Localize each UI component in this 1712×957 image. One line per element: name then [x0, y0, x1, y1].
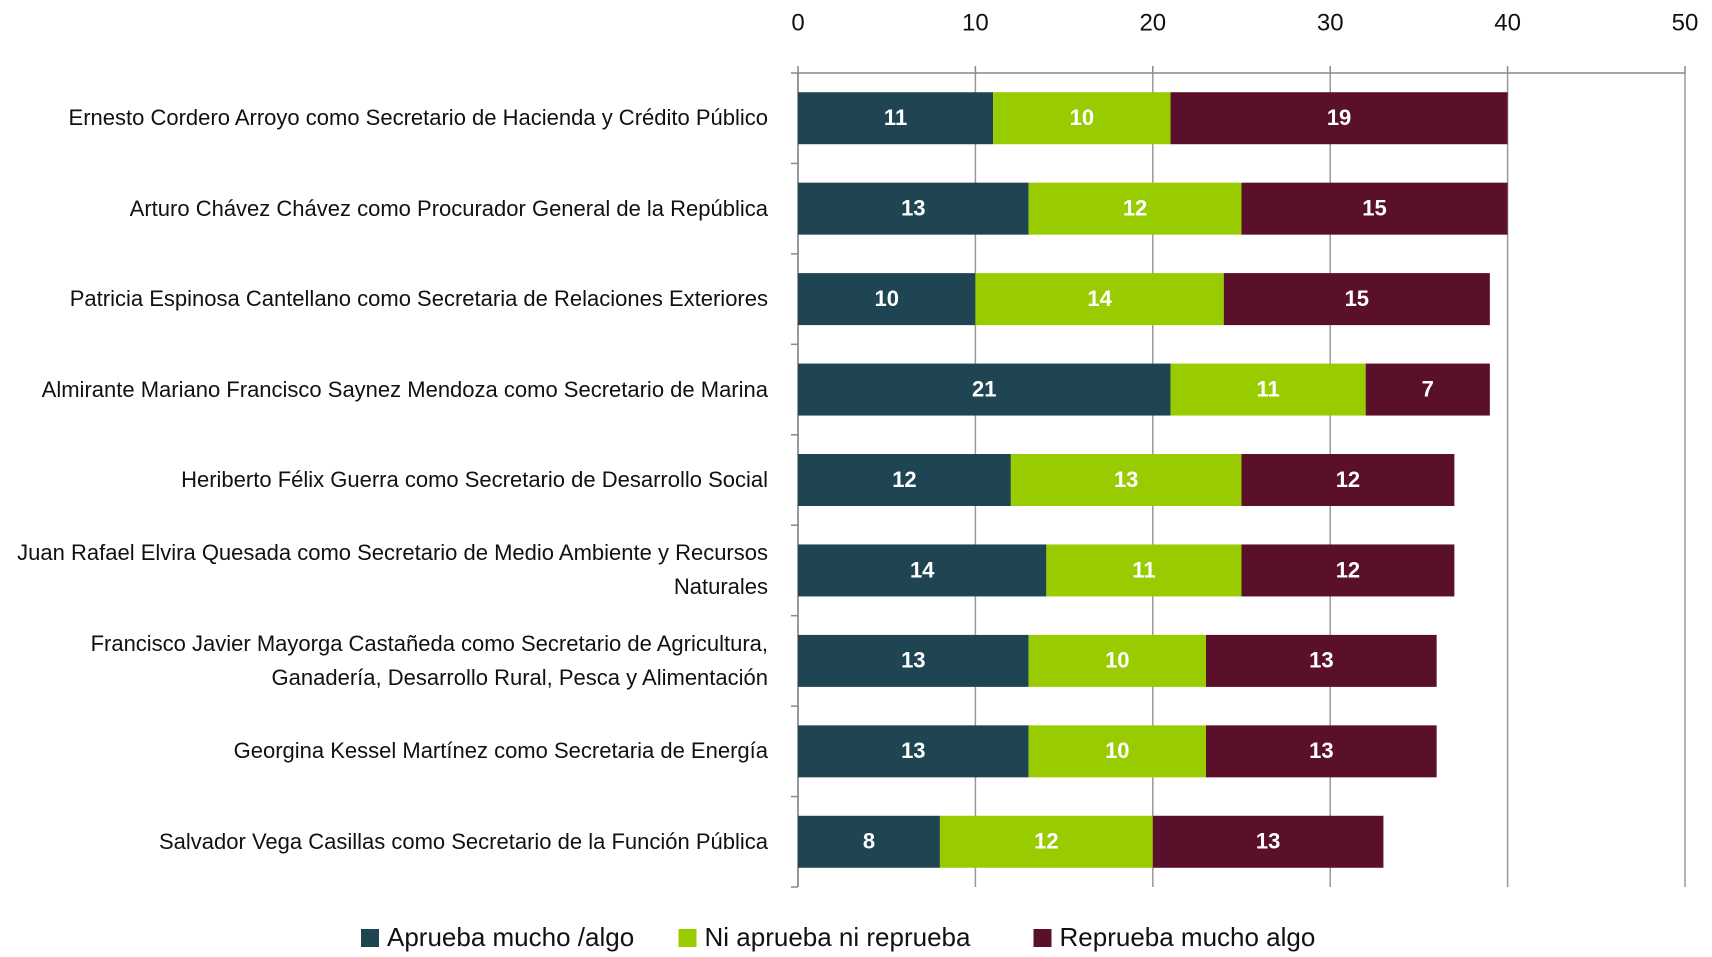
- x-tick-label: 40: [1494, 9, 1521, 36]
- bar-segment: [1170, 363, 1366, 416]
- value-label: 8: [863, 829, 875, 854]
- value-label: 7: [1422, 376, 1434, 401]
- legend-label: Aprueba mucho /algo: [387, 922, 634, 952]
- bar-segment: [993, 92, 1171, 145]
- value-label: 12: [892, 467, 916, 492]
- category-label: Heriberto Félix Guerra como Secretario d…: [181, 467, 768, 492]
- category-label: Arturo Chávez Chávez como Procurador Gen…: [129, 195, 768, 221]
- value-label: 13: [1256, 829, 1280, 854]
- category-label: Almirante Mariano Francisco Saynez Mendo…: [41, 376, 768, 402]
- value-label: 10: [1105, 738, 1129, 763]
- value-label: 15: [1345, 286, 1369, 311]
- x-tick-label: 0: [791, 9, 804, 36]
- bar-segment: [798, 92, 994, 145]
- bar-segment: [798, 725, 1029, 778]
- bar-segment: [1028, 725, 1207, 778]
- value-label: 11: [884, 105, 907, 130]
- value-label: 12: [1336, 467, 1360, 492]
- value-label: 12: [1123, 195, 1147, 220]
- bar-segment: [1223, 273, 1490, 326]
- bar-segment: [939, 815, 1153, 868]
- value-label: 13: [901, 195, 925, 220]
- bar-segment: [1365, 363, 1490, 416]
- value-label: 21: [972, 376, 996, 401]
- value-label: 14: [910, 557, 935, 582]
- category-label: Patricia Espinosa Cantellano como Secret…: [69, 286, 768, 312]
- legend-label: Ni aprueba ni reprueba: [705, 922, 971, 952]
- bar-segment: [1206, 634, 1437, 687]
- legend-swatch: [361, 929, 379, 947]
- legend-swatch: [1033, 929, 1052, 947]
- bar-segment: [1152, 815, 1384, 868]
- category-label: Ernesto Cordero Arroyo como Secretario d…: [68, 105, 768, 131]
- legend-label: Reprueba mucho algo: [1060, 922, 1316, 952]
- bar-segment: [1241, 182, 1508, 235]
- bar-segment: [798, 454, 1011, 506]
- x-tick-label: 30: [1317, 9, 1344, 36]
- value-label: 10: [874, 286, 898, 311]
- legend-swatch: [678, 929, 697, 947]
- bar-segment: [798, 544, 1047, 597]
- category-label: Juan Rafael Elvira Quesada como Secretar…: [17, 540, 768, 600]
- value-label: 13: [1309, 648, 1333, 673]
- bar-segment: [1206, 725, 1437, 778]
- value-label: 15: [1362, 195, 1386, 220]
- value-label: 10: [1070, 105, 1094, 130]
- bar-segment: [975, 273, 1224, 326]
- value-label: 13: [901, 648, 925, 673]
- category-label: Francisco Javier Mayorga Castañeda como …: [90, 630, 768, 690]
- bar-segment: [798, 182, 1029, 235]
- value-label: 13: [901, 738, 925, 763]
- x-tick-label: 10: [962, 9, 989, 36]
- bar-segment: [798, 815, 940, 868]
- bar-segment: [798, 363, 1171, 416]
- value-label: 19: [1327, 105, 1351, 130]
- value-label: 12: [1336, 557, 1360, 582]
- value-label: 13: [1309, 738, 1333, 763]
- bar-segment: [1028, 182, 1242, 235]
- value-label: 11: [1256, 376, 1279, 401]
- x-tick-label: 50: [1672, 9, 1699, 36]
- value-label: 12: [1034, 829, 1058, 854]
- value-label: 13: [1114, 467, 1138, 492]
- value-label: 10: [1105, 648, 1129, 673]
- value-label: 14: [1087, 286, 1112, 311]
- bar-segment: [1241, 454, 1455, 506]
- bar-segment: [1170, 92, 1508, 145]
- bar-segment: [798, 634, 1029, 687]
- bar-segment: [1241, 544, 1455, 597]
- bar-segment: [1028, 634, 1207, 687]
- bar-segment: [1046, 544, 1242, 597]
- bar-segment: [798, 273, 976, 326]
- category-label: Georgina Kessel Martínez como Secretaria…: [233, 738, 768, 764]
- category-label: Salvador Vega Casillas como Secretario d…: [159, 828, 768, 854]
- value-label: 11: [1132, 557, 1155, 582]
- x-tick-label: 20: [1139, 9, 1166, 36]
- bar-segment: [1010, 454, 1242, 506]
